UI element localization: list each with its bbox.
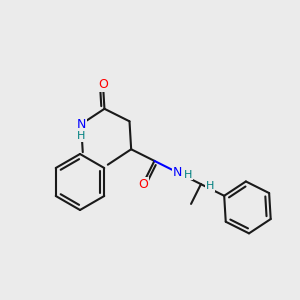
Text: O: O — [98, 78, 108, 91]
Text: H: H — [77, 131, 85, 141]
Text: N: N — [173, 166, 182, 179]
Text: N: N — [76, 118, 86, 131]
Text: H: H — [206, 181, 214, 191]
Text: H: H — [184, 169, 192, 179]
Text: O: O — [138, 178, 148, 191]
